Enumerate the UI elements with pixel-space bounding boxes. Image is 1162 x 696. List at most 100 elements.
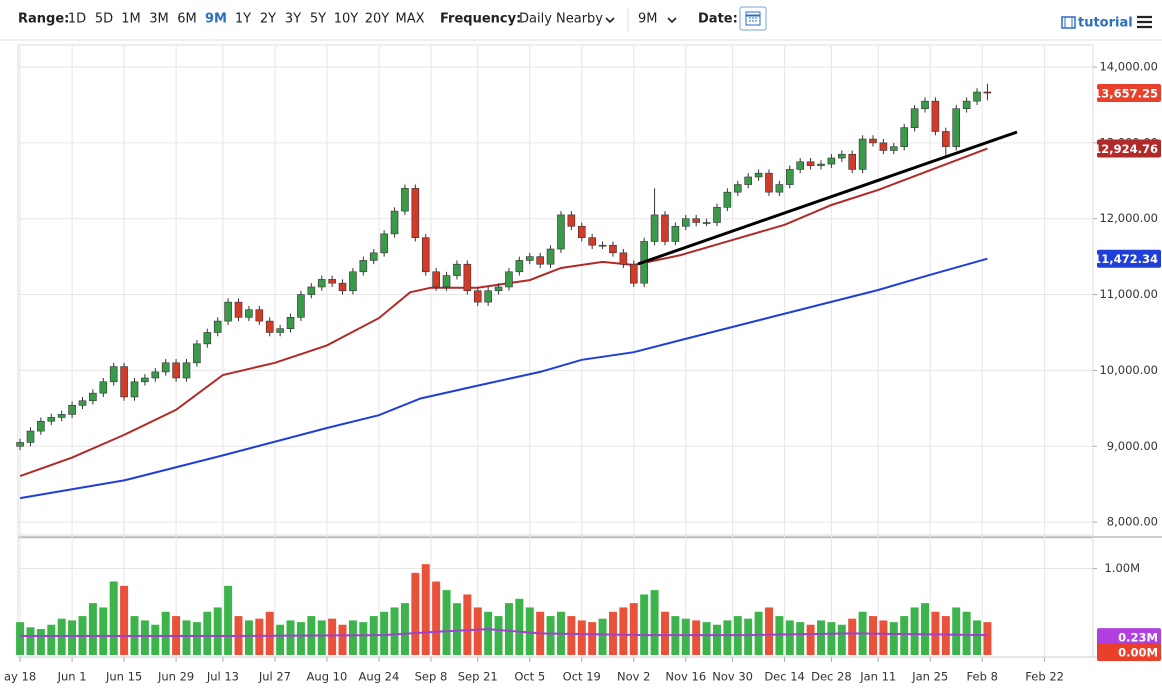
range-option[interactable]: 1Y xyxy=(235,12,251,27)
volume-bar xyxy=(484,611,493,655)
candle-body xyxy=(411,188,420,238)
candle-body xyxy=(182,362,191,379)
candle-body xyxy=(661,214,669,242)
candle-body xyxy=(47,417,56,422)
range-option[interactable]: 3M xyxy=(149,12,169,27)
volume-bar xyxy=(442,590,451,655)
candle-body xyxy=(723,191,732,208)
candle-body xyxy=(650,214,659,242)
volume-bar xyxy=(26,627,35,655)
x-tick-label: Dec 28 xyxy=(811,670,852,684)
candle-body xyxy=(89,392,97,402)
candle-body xyxy=(193,343,201,364)
volume-bar xyxy=(744,618,753,655)
candle-body xyxy=(671,225,680,242)
candle-body xyxy=(172,362,180,379)
candle-body xyxy=(962,100,971,110)
volume-bar xyxy=(900,616,909,655)
candle-body xyxy=(629,263,638,284)
candle-body xyxy=(349,271,357,292)
candle-body xyxy=(546,248,555,265)
range-option[interactable]: 20Y xyxy=(365,12,390,27)
volume-bar xyxy=(151,624,160,655)
volume-bar xyxy=(879,620,888,655)
candle-body xyxy=(317,279,326,288)
candle-body xyxy=(598,244,607,247)
volume-bar xyxy=(681,618,690,655)
candle-body xyxy=(494,286,503,292)
candle-body xyxy=(588,237,596,246)
candle-body xyxy=(515,260,524,273)
x-tick-label: Sep 8 xyxy=(415,670,448,684)
candle-body xyxy=(785,169,794,185)
candle-body xyxy=(245,309,253,318)
volume-bar xyxy=(546,616,555,655)
candle-body xyxy=(879,142,888,151)
value-badge-label: 11,472.34 xyxy=(1093,252,1158,266)
candle-body xyxy=(806,161,815,166)
volume-bar xyxy=(494,616,503,655)
range-label: Range: xyxy=(18,12,69,27)
tutorial-link[interactable]: tutorial xyxy=(1078,16,1133,31)
y-tick-label: 10,000.00 xyxy=(1099,363,1158,377)
candle-body xyxy=(473,290,482,303)
value-badge-label: 0.23M xyxy=(1118,631,1158,645)
candle-body xyxy=(16,442,24,447)
volume-bar xyxy=(286,620,295,655)
range-option[interactable]: 5Y xyxy=(310,12,326,27)
candle-body xyxy=(369,252,378,261)
candle-body xyxy=(536,256,544,265)
calendar-button[interactable] xyxy=(739,6,767,31)
volume-bar xyxy=(452,603,461,655)
menu-button[interactable] xyxy=(1137,15,1152,29)
candle-body xyxy=(359,260,368,273)
candle-body xyxy=(890,146,898,151)
y-tick-label: 14,000.00 xyxy=(1099,59,1158,73)
candle-body xyxy=(421,237,430,273)
period-select[interactable]: 9M xyxy=(638,12,658,27)
volume-bar xyxy=(276,624,285,655)
y-tick-label: 12,000.00 xyxy=(1099,211,1158,225)
candle-body xyxy=(141,377,149,383)
volume-bar xyxy=(213,607,222,655)
range-option[interactable]: 2Y xyxy=(260,12,276,27)
volume-bar xyxy=(203,611,212,655)
candle-body xyxy=(109,366,118,383)
range-option[interactable]: 9M xyxy=(205,12,227,27)
volume-bar xyxy=(244,620,253,655)
range-option[interactable]: 1M xyxy=(121,12,141,27)
candle-body xyxy=(765,172,773,193)
range-option[interactable]: 1D xyxy=(68,12,86,27)
volume-bar xyxy=(712,624,721,655)
volume-bar xyxy=(577,620,586,655)
candle-body xyxy=(401,188,409,212)
range-option[interactable]: 10Y xyxy=(334,12,359,27)
volume-bar xyxy=(265,611,274,655)
candle-body xyxy=(775,184,784,193)
volume-bar xyxy=(640,594,649,655)
volume-bar xyxy=(921,603,930,655)
candle-body xyxy=(692,218,700,223)
candle-body xyxy=(328,279,336,284)
range-option[interactable]: 5D xyxy=(95,12,113,27)
range-option[interactable]: MAX xyxy=(395,12,424,27)
value-badge-label: 13,657.25 xyxy=(1093,86,1158,100)
volume-bar xyxy=(192,622,201,655)
x-tick-label: Feb 22 xyxy=(1025,670,1064,684)
x-tick-label: Nov 2 xyxy=(617,670,650,684)
x-tick-label: Dec 14 xyxy=(764,670,805,684)
frequency-select[interactable]: Daily Nearby xyxy=(519,12,603,27)
value-badge xyxy=(1097,249,1161,268)
volume-bar xyxy=(910,607,919,655)
volume-bar xyxy=(806,624,815,655)
candle-body xyxy=(869,138,877,144)
y-tick-label: 11,000.00 xyxy=(1099,287,1158,301)
volume-bar xyxy=(983,622,992,655)
volume-bar xyxy=(109,581,118,655)
plot-area: ay 18 Jun 1 Jun 15 Jun 29 Jul 13 Jul 27 Aug 10… xyxy=(4,44,1162,684)
candle-body xyxy=(525,256,534,261)
range-option[interactable]: 3Y xyxy=(285,12,301,27)
range-option[interactable]: 6M xyxy=(177,12,197,27)
candle-body xyxy=(276,328,284,333)
